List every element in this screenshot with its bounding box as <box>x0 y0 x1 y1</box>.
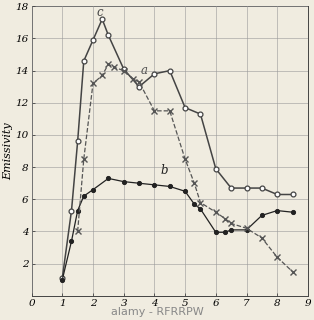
Text: c: c <box>97 6 103 19</box>
Y-axis label: Emissivity: Emissivity <box>3 122 13 180</box>
Text: a: a <box>141 64 148 77</box>
Text: alamy - RFRRPW: alamy - RFRRPW <box>111 307 203 317</box>
Text: b: b <box>160 164 168 177</box>
